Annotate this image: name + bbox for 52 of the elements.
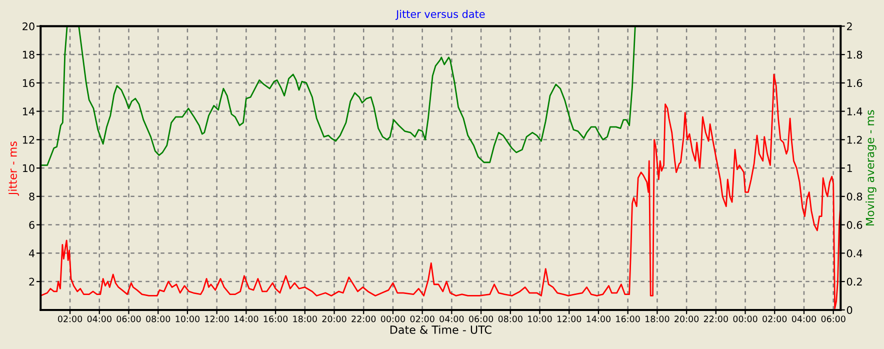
y-tick-label: 6 bbox=[29, 221, 34, 229]
x-axis-title: Date & Time - UTC bbox=[390, 325, 492, 334]
y-axis-title: Jitter - ms bbox=[8, 142, 19, 196]
x-tick-label: 04:00 bbox=[792, 316, 816, 322]
x-tick-label: 00:00 bbox=[733, 316, 758, 322]
x-tick-label: 16:00 bbox=[616, 316, 640, 322]
y2-tick-label: 1.2 bbox=[847, 136, 862, 144]
x-tick-label: 04:00 bbox=[440, 316, 464, 322]
y-tick-label: 16 bbox=[22, 79, 34, 88]
x-tick-label: 08:00 bbox=[498, 316, 522, 322]
x-tick-label: 20:00 bbox=[322, 316, 346, 322]
y2-tick-label: 0.4 bbox=[846, 249, 862, 258]
x-tick-label: 16:00 bbox=[264, 316, 288, 322]
x-tick-label: 20:00 bbox=[674, 316, 699, 322]
y-tick-label: 10 bbox=[22, 164, 34, 172]
x-tick-label: 14:00 bbox=[586, 316, 611, 322]
y2-axis-title: Moving average - ms bbox=[866, 110, 876, 226]
y-tick-label: 12 bbox=[22, 136, 34, 144]
x-tick-label: 02:00 bbox=[762, 316, 787, 322]
x-tick-label: 08:00 bbox=[146, 316, 170, 322]
x-tick-label: 18:00 bbox=[293, 316, 317, 322]
y2-tick-label: 1.6 bbox=[847, 79, 862, 88]
y-tick-label: 14 bbox=[22, 108, 35, 116]
x-tick-label: 22:00 bbox=[704, 316, 728, 322]
x-tick-label: 04:00 bbox=[87, 316, 112, 322]
x-tick-label: 02:00 bbox=[410, 316, 434, 322]
y-tick-label: 4 bbox=[28, 250, 35, 258]
x-tick-label: 14:00 bbox=[234, 316, 258, 322]
y2-tick-label: 2 bbox=[847, 22, 852, 30]
x-tick-label: 06:00 bbox=[469, 316, 494, 322]
y-tick-label: 18 bbox=[22, 50, 34, 59]
x-tick-label: 12:00 bbox=[205, 316, 229, 322]
x-tick-label: 10:00 bbox=[176, 316, 200, 322]
y2-tick-label: 0.2 bbox=[846, 278, 862, 286]
y-tick-label: 8 bbox=[29, 192, 34, 201]
x-tick-label: 22:00 bbox=[352, 316, 376, 322]
y-tick-label: 2 bbox=[29, 278, 34, 286]
y2-tick-label: 1 bbox=[847, 164, 852, 172]
x-tick-label: 00:00 bbox=[380, 316, 405, 322]
y2-tick-label: 0.6 bbox=[846, 221, 862, 229]
x-tick-label: 18:00 bbox=[646, 316, 670, 322]
chart-title: Jitter versus date bbox=[396, 10, 485, 20]
x-tick-label: 12:00 bbox=[557, 316, 582, 322]
y2-tick-label: 0.8 bbox=[846, 192, 862, 201]
y-tick-label: 20 bbox=[22, 22, 34, 30]
x-tick-label: 06:00 bbox=[116, 316, 141, 322]
x-tick-label: 10:00 bbox=[528, 316, 552, 322]
y2-tick-label: 0 bbox=[846, 306, 852, 314]
x-tick-label: 02:00 bbox=[58, 316, 82, 322]
x-tick-label: 06:00 bbox=[821, 316, 846, 322]
y2-tick-label: 1.8 bbox=[847, 50, 862, 59]
y2-tick-label: 1.4 bbox=[847, 108, 862, 116]
